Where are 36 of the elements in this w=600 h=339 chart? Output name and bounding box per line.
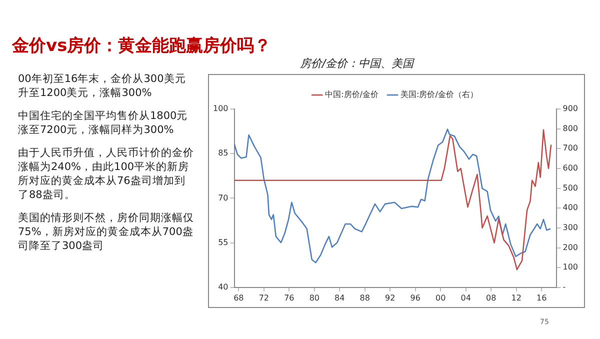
x-tick-label: 96 <box>410 293 420 302</box>
x-tick-label: 72 <box>258 293 270 302</box>
x-tick-label: 80 <box>309 293 320 302</box>
y2-tick-label: 200 <box>562 242 578 252</box>
text: 中国住宅的全国平均售价从1800元涨至7200元，涨幅同样为300% <box>18 109 189 137</box>
y2-tick-label: 600 <box>562 164 578 173</box>
x-tick-label: 84 <box>334 293 345 302</box>
x-tick-label: 88 <box>360 293 370 302</box>
y-tick-label: 100 <box>212 104 228 114</box>
y2-tick-label: 700 <box>562 144 578 153</box>
text: 美国的情形则不然，房价同期涨幅仅75%，新房对应的黄金成本从700盎司降至了300盎司 <box>18 211 195 253</box>
y2-tick-label: 400 <box>562 203 578 212</box>
text: 由于人民币升值，人民币计价的金价涨幅为240%，由此100平米的新房所对应的黄金成本从76盎司增加到了88盎司。 <box>18 146 195 202</box>
x-tick-label: 08 <box>486 293 496 302</box>
y2-tick-label: 800 <box>562 124 578 133</box>
y2-tick-label: 500 <box>562 183 578 192</box>
x-tick-label: 16 <box>536 293 547 302</box>
x-tick-label: 76 <box>284 293 294 302</box>
x-tick-label: 68 <box>234 293 244 302</box>
text: 00年初至16年末，金价从300美元升至1200美元，涨幅300% <box>18 72 187 100</box>
x-tick-label: 12 <box>511 293 522 302</box>
y-tick-label: 85 <box>218 148 228 158</box>
y2-tick-label: 900 <box>562 104 578 114</box>
chart-subtitle: 房价/金价：中国、美国 <box>300 56 414 71</box>
y2-tick-label: 100 <box>562 262 578 272</box>
legend-label: 中国:房价/金价 <box>325 90 378 100</box>
x-tick-label: 92 <box>385 293 396 302</box>
chart-title: 金价vs房价：黄金能跑赢房价吗？ <box>12 35 272 57</box>
y-tick-label: 40 <box>218 282 228 292</box>
legend-label: 美国:房价/金价（右） <box>400 90 478 100</box>
x-tick-label: 04 <box>460 293 471 302</box>
y2-tick-label: - <box>562 282 566 292</box>
y2-tick-label: 300 <box>562 223 578 232</box>
x-tick-label: 00 <box>436 293 446 302</box>
y-tick-label: 70 <box>218 193 228 202</box>
y-tick-label: 55 <box>218 238 228 247</box>
